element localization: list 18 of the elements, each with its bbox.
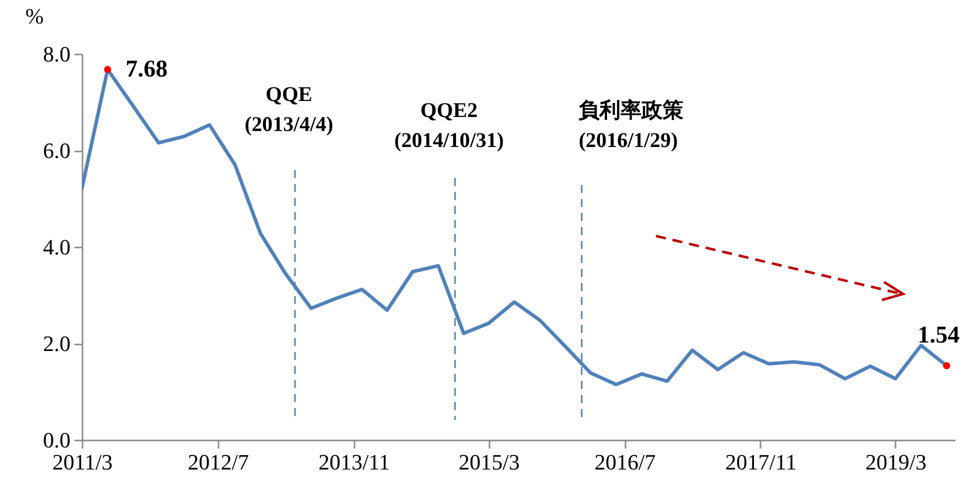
x-tick-label: 2011/3 [52,450,113,474]
y-tick-label: 8.0 [43,42,70,66]
x-tick-label: 2016/7 [594,450,656,474]
x-tick-label: 2015/3 [458,450,520,474]
x-tick-label: 2012/7 [188,450,249,474]
ref-line-label: QQE (2013/4/4) [244,82,334,136]
x-tick-label: 2013/11 [318,450,390,474]
y-tick-label: 2.0 [43,331,70,356]
y-tick-label: 4.0 [43,234,70,260]
y-tick-label: 0.0 [43,428,70,452]
annotation: 7.68 [126,56,168,82]
annotation: 1.54 [918,322,960,349]
ref-line-label: QQE2 (2014/10/31) [394,98,504,152]
x-tick-label: 2019/3 [865,450,926,474]
y-axis-title: % [25,4,44,28]
ref-line-label: 負利率政策 (2016/1/29) [578,98,684,152]
x-tick-label: 2017/11 [725,450,797,474]
y-tick-label: 6.0 [43,138,70,163]
